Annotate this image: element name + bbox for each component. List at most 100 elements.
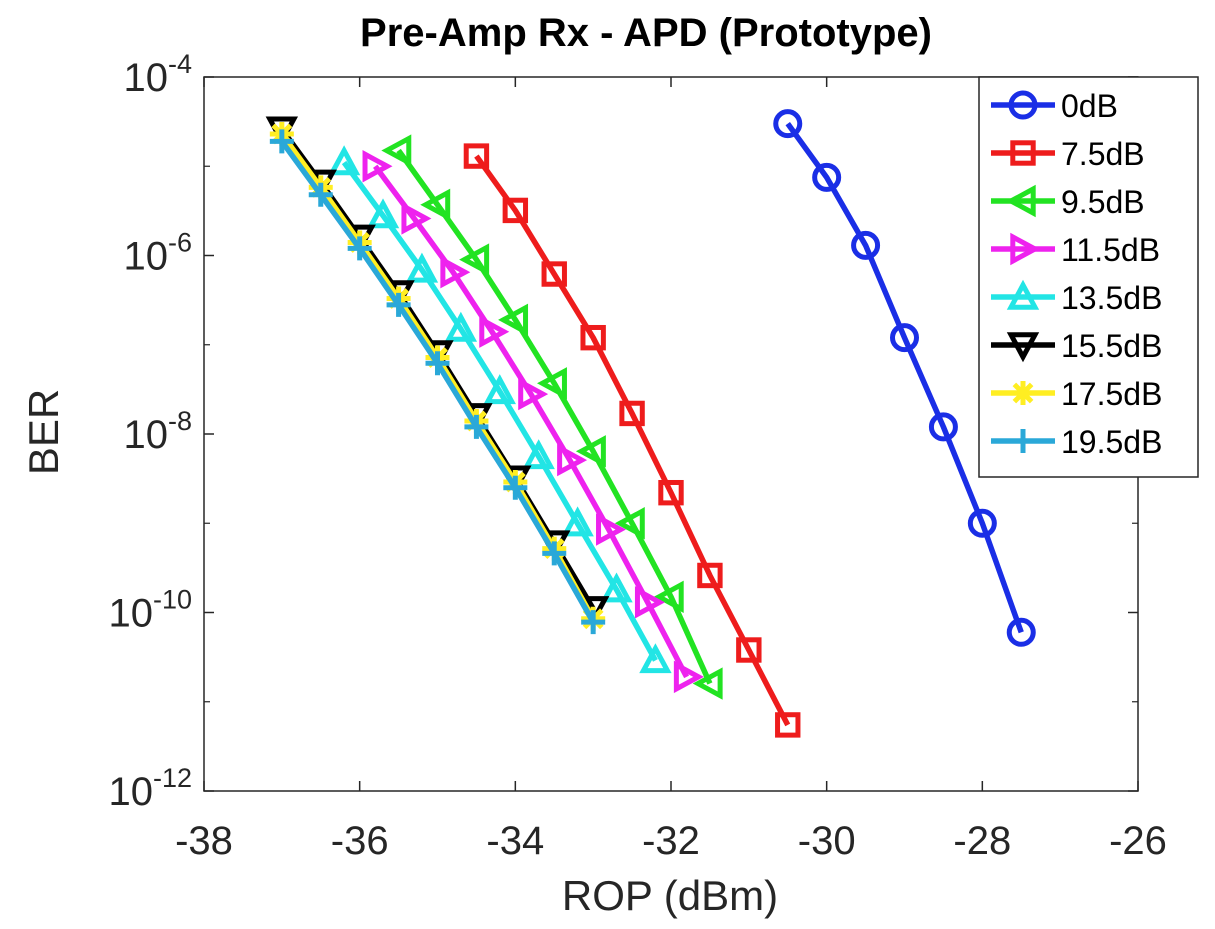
series-line [474,154,791,727]
data-point-marker [775,712,801,738]
x-tick-label: -32 [642,819,700,863]
legend: 0dB 7.5dB 9.5dB 11.5dB 13.5dB 15.5dB 17.5dB 19.… [978,76,1199,478]
series-19.5dB [269,129,606,635]
data-point-marker [327,145,361,176]
series-7.5dB [463,143,801,738]
data-point-marker [1006,279,1040,310]
data-point-marker [502,197,529,224]
data-point-marker [581,610,606,635]
chart-title: Pre-Amp Rx - APD (Prototype) [360,11,932,55]
series-9.5dB [381,134,723,700]
data-point-marker [639,643,672,674]
data-point-marker [425,351,450,376]
data-point-marker [692,667,723,700]
series-line [785,122,1024,634]
data-point-marker [1008,90,1038,120]
series-0dB [773,109,1036,647]
x-tick-label: -38 [175,819,233,863]
data-point-marker [362,150,393,183]
y-axis-ticks: 10-4 10-6 10-8 10-10 10-12 [108,49,1138,814]
y-tick-label: 10-12 [108,763,192,814]
legend-label: 11.5dB [1061,232,1160,268]
data-point-marker [542,541,567,566]
data-point-marker [1005,184,1036,218]
legend-entry: 15.5dB [991,328,1162,364]
data-point-marker [381,134,412,167]
data-point-marker [308,182,333,207]
legend-entry: 13.5dB [991,279,1162,316]
y-tick-label: 10-10 [108,585,192,636]
data-point-marker [440,256,471,289]
x-tick-label: -34 [486,819,544,863]
data-point-marker [459,243,490,276]
x-axis-label: ROP (dBm) [562,872,778,919]
legend-label: 19.5dB [1061,424,1162,460]
data-point-marker [967,508,997,538]
legend-label: 9.5dB [1061,184,1145,220]
data-point-marker [541,261,567,287]
data-point-marker [697,562,723,589]
legend-label: 13.5dB [1061,280,1162,316]
series-13.5dB [327,145,672,674]
data-point-marker [773,109,803,139]
data-point-marker [1010,140,1036,166]
data-point-marker [658,479,684,506]
data-point-marker [464,414,489,439]
data-point-marker [503,475,528,500]
data-point-marker [405,252,439,283]
data-point-marker [575,435,606,468]
data-point-marker [269,129,294,154]
y-tick-label: 10-4 [123,49,192,100]
x-tick-label: -28 [953,819,1011,863]
data-point-marker [561,506,594,537]
x-tick-label: -36 [331,819,389,863]
legend-label: 15.5dB [1061,328,1162,364]
data-point-marker [522,439,555,470]
data-point-marker [928,412,958,442]
data-point-marker [600,572,633,603]
data-point-marker [401,202,432,235]
y-axis-label: BER [20,389,67,475]
data-point-marker [483,374,516,405]
data-point-marker [347,236,372,261]
data-point-marker [1011,381,1035,405]
data-point-marker [596,513,626,546]
data-point-marker [634,586,665,619]
legend-entry: 7.5dB [991,136,1145,172]
data-point-marker [444,311,478,342]
data-point-marker [673,660,704,694]
x-tick-label: -26 [1109,819,1167,863]
data-point-marker [518,377,549,411]
y-tick-label: 10-6 [123,228,192,279]
legend-label: 7.5dB [1061,136,1145,172]
legend-box [978,76,1199,478]
data-point-marker [1006,332,1040,363]
data-point-marker [1006,617,1036,647]
series-line [341,160,658,662]
data-point-marker [420,188,451,221]
data-point-marker [851,230,881,260]
legend-label: 0dB [1061,88,1118,124]
data-point-marker [619,400,645,427]
data-point-marker [479,315,510,348]
legend-entry: 9.5dB [991,184,1145,220]
y-tick-label: 10-8 [123,406,192,457]
x-axis-ticks: -38 -36 -34 -32 -30 -28 -26 [175,77,1167,863]
data-point-marker [536,367,567,400]
data-point-marker [366,198,400,229]
data-point-marker [1010,232,1041,266]
series-line [396,148,713,685]
data-point-marker [463,143,490,169]
series-11.5dB [362,150,704,694]
legend-entry: 19.5dB [991,424,1162,460]
data-point-marker [890,323,919,353]
series-line [373,164,690,679]
data-point-marker [580,324,606,351]
data-point-marker [498,303,529,337]
data-point-marker [614,507,645,540]
legend-entry: 11.5dB [991,232,1160,268]
legend-entry: 17.5dB [991,376,1162,412]
data-point-marker [736,637,762,663]
data-point-marker [386,292,411,317]
